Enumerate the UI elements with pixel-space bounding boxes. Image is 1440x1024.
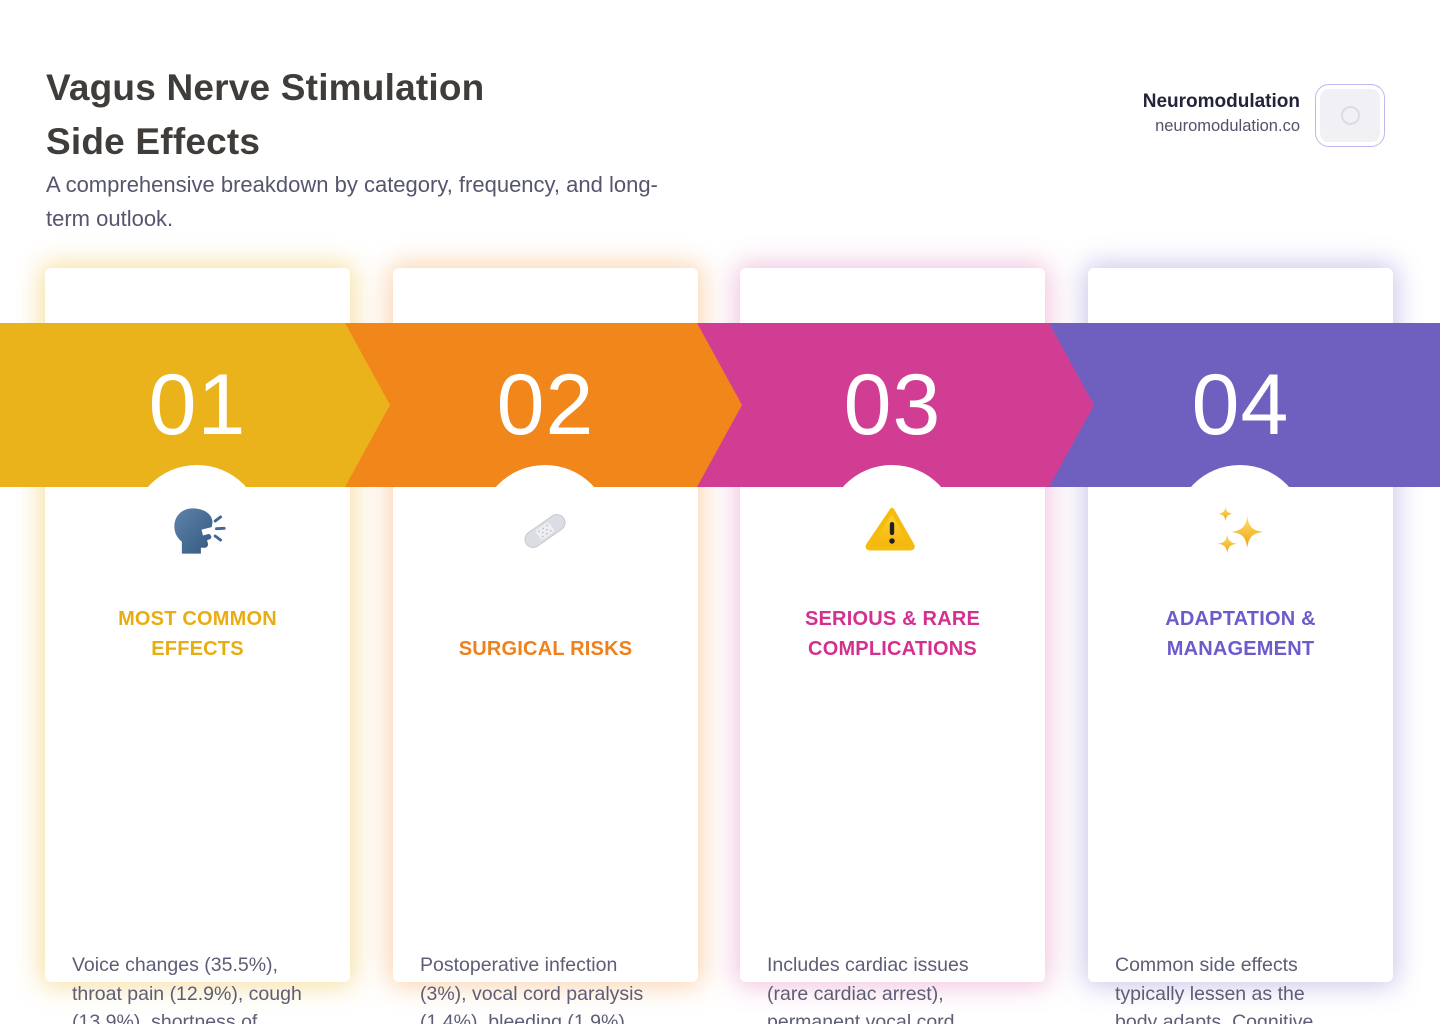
page-title-line2: Side Effects — [46, 120, 261, 162]
card-title: MOST COMMON EFFECTS — [118, 608, 277, 660]
bandage-icon — [516, 502, 574, 560]
step-number-4: 04 — [1191, 357, 1290, 453]
step-number-2: 02 — [496, 357, 595, 453]
page-subtitle: A comprehensive breakdown by category, f… — [46, 172, 658, 231]
warning-icon — [863, 502, 921, 560]
chevron-segment-4 — [1049, 323, 1440, 487]
card-body-text: Postoperative infection (3%), vocal cord… — [420, 954, 644, 1024]
sparkles-icon — [1211, 502, 1269, 560]
card-title: SERIOUS & RARE COMPLICATIONS — [804, 608, 981, 660]
card-title: SURGICAL RISKS — [458, 638, 633, 660]
chevron-segment-1 — [0, 323, 390, 487]
brand-logo-tile — [1320, 89, 1380, 142]
step-banner: 01 02 03 04 — [0, 323, 1440, 487]
page-title: Vagus Nerve Stimulation Side Effects — [46, 61, 484, 169]
brand-logo-placeholder-icon — [1340, 106, 1360, 125]
speaking-head-icon — [168, 502, 226, 560]
brand-domain: neuromodulation.co — [1155, 117, 1300, 135]
card-heading-wrap: MOST COMMON EFFECTS — [69, 598, 326, 664]
page-title-line1: Vagus Nerve Stimulation — [46, 66, 485, 108]
brand-block: Neuromodulation neuromodulation.co — [1143, 90, 1300, 138]
card-heading-wrap: ADAPTATION & MANAGEMENT — [1112, 598, 1369, 664]
brand-name: Neuromodulation — [1142, 91, 1300, 112]
card-heading-wrap: SERIOUS & RARE COMPLICATIONS — [764, 598, 1021, 664]
card-heading-wrap: SURGICAL RISKS — [417, 598, 674, 664]
card-body-text: Common side effects typically lessen as … — [1115, 954, 1314, 1024]
card-body-text: Includes cardiac issues (rare cardiac ar… — [767, 954, 969, 1024]
card-title: ADAPTATION & MANAGEMENT — [1165, 608, 1316, 660]
step-number-1: 01 — [148, 357, 247, 453]
brand-logo — [1315, 84, 1385, 147]
chevron-segment-3 — [697, 323, 1094, 487]
step-number-3: 03 — [843, 357, 942, 453]
chevron-segment-2 — [345, 323, 742, 487]
card-body-text: Voice changes (35.5%), throat pain (12.9… — [72, 954, 302, 1024]
